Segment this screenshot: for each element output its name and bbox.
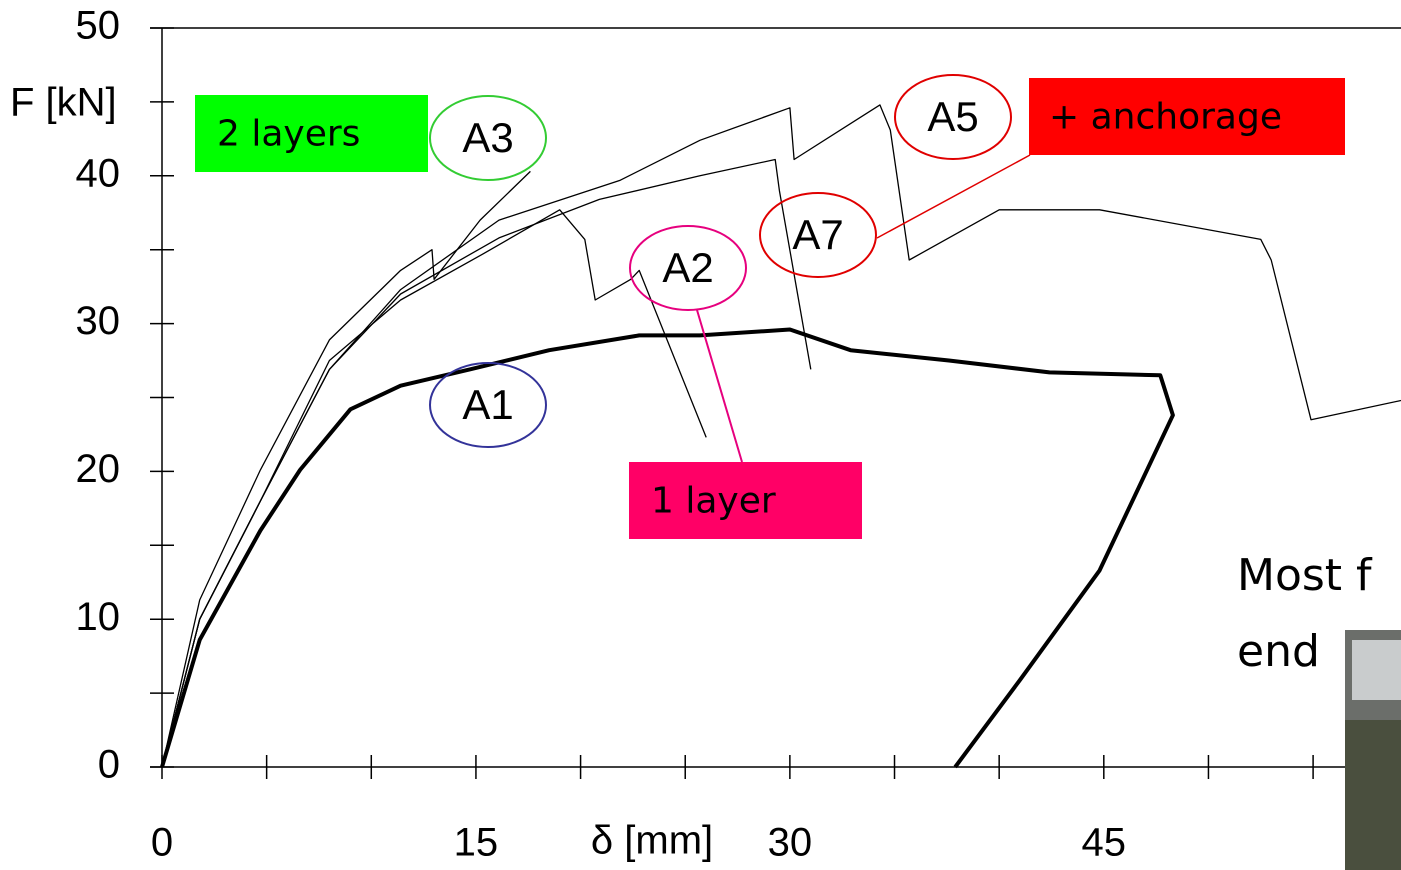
annotation-box	[629, 462, 862, 539]
connector	[696, 309, 743, 463]
annotation-text: 1 layer	[651, 481, 776, 522]
x-tick-label: 45	[1082, 821, 1127, 865]
series-label: A7	[792, 211, 843, 258]
photo-detail	[1345, 720, 1401, 870]
curve	[160, 327, 1175, 769]
series-label: A3	[462, 114, 513, 161]
annotation-box	[195, 95, 428, 172]
series-label-ellipse	[429, 95, 547, 181]
note-text: Most f	[1237, 550, 1373, 601]
y-tick-label: 20	[76, 447, 121, 491]
y-tick-label: 10	[76, 595, 121, 639]
annotation-text: + anchorage	[1049, 97, 1282, 138]
note-text: end	[1237, 626, 1320, 677]
y-tick-label: 0	[98, 743, 120, 787]
curve	[161, 209, 707, 768]
x-tick-label: 30	[768, 821, 813, 865]
y-axis-label: F [kN]	[10, 81, 117, 125]
x-axis-label: δ [mm]	[591, 819, 713, 863]
annotation-box	[1029, 78, 1345, 155]
series-label-ellipse	[894, 74, 1012, 160]
annotation-text: 2 layers	[217, 114, 360, 155]
curve	[161, 158, 812, 768]
x-tick-label: 15	[454, 821, 499, 865]
photo-detail	[1352, 640, 1401, 700]
curve	[161, 170, 531, 768]
y-tick-label: 50	[76, 4, 121, 48]
series-label-ellipse	[429, 362, 547, 448]
x-tick-label: 0	[151, 821, 173, 865]
series-label: A1	[462, 381, 513, 428]
series-label-ellipse	[759, 192, 877, 278]
series-label: A2	[662, 244, 713, 291]
y-tick-label: 30	[76, 299, 121, 343]
y-tick-label: 40	[76, 151, 121, 195]
connector	[876, 154, 1031, 239]
series-label: A5	[927, 93, 978, 140]
series-label-ellipse	[629, 225, 747, 311]
